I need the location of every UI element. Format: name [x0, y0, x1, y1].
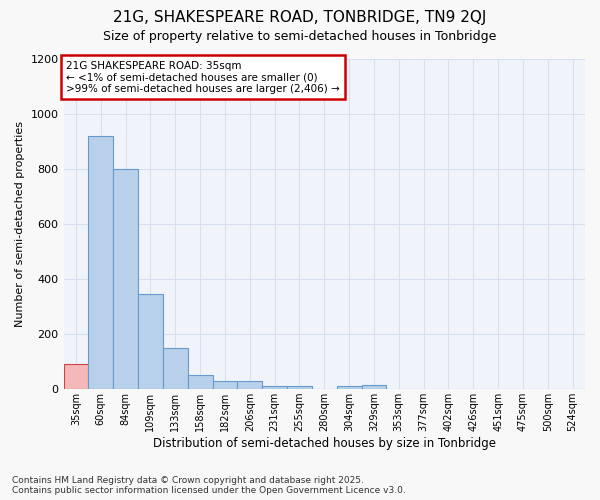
Bar — [88, 136, 113, 389]
Text: 21G, SHAKESPEARE ROAD, TONBRIDGE, TN9 2QJ: 21G, SHAKESPEARE ROAD, TONBRIDGE, TN9 2Q… — [113, 10, 487, 25]
Bar — [262, 386, 287, 389]
Bar — [337, 386, 362, 389]
Bar — [287, 386, 312, 389]
Y-axis label: Number of semi-detached properties: Number of semi-detached properties — [15, 121, 25, 327]
Bar — [113, 169, 138, 389]
Text: 21G SHAKESPEARE ROAD: 35sqm
← <1% of semi-detached houses are smaller (0)
>99% o: 21G SHAKESPEARE ROAD: 35sqm ← <1% of sem… — [66, 60, 340, 94]
Bar — [212, 382, 238, 389]
Bar — [362, 385, 386, 389]
Bar — [138, 294, 163, 389]
Text: Contains HM Land Registry data © Crown copyright and database right 2025.
Contai: Contains HM Land Registry data © Crown c… — [12, 476, 406, 495]
Bar — [64, 364, 88, 389]
Bar — [188, 375, 212, 389]
X-axis label: Distribution of semi-detached houses by size in Tonbridge: Distribution of semi-detached houses by … — [153, 437, 496, 450]
Bar — [238, 382, 262, 389]
Text: Size of property relative to semi-detached houses in Tonbridge: Size of property relative to semi-detach… — [103, 30, 497, 43]
Bar — [163, 348, 188, 389]
